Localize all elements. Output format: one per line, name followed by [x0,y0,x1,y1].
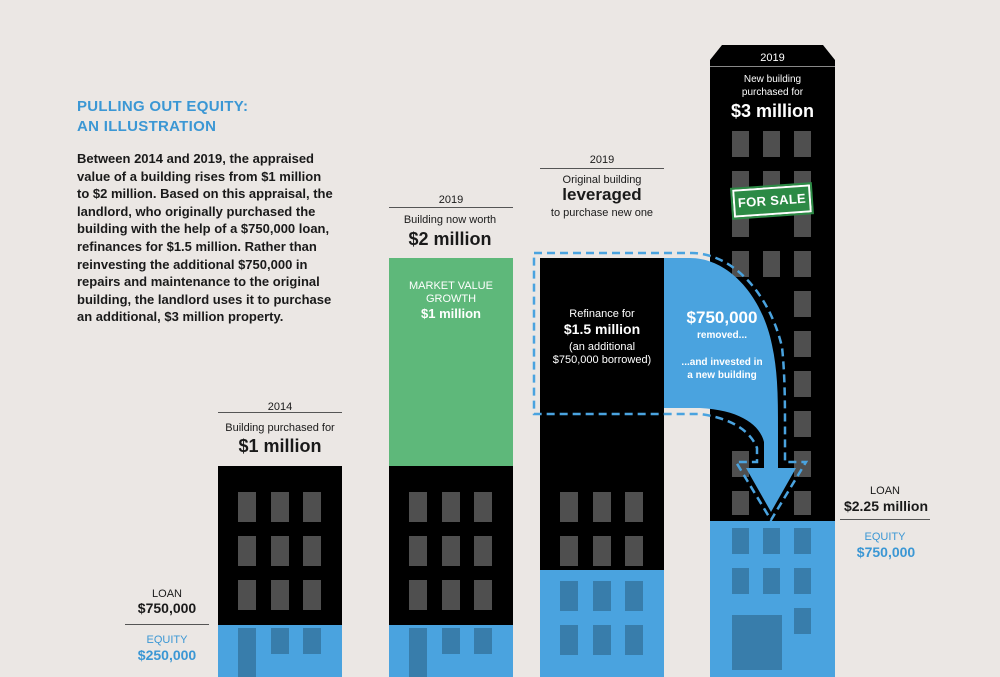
b1-loan-label: LOAN [152,588,182,600]
intro-title-line-2: AN ILLUSTRATION [77,118,217,135]
equity-transfer-arrow [532,251,809,523]
b3-year: 2019 [589,154,615,166]
b4-caption-2: purchased for [741,87,804,98]
b1-value: $1 million [238,436,322,456]
b3-refi-note-1: (an additional [568,341,636,353]
transfer-amount: $750,000 [686,308,758,327]
b1-loan-value: $750,000 [137,600,197,616]
b4-year: 2019 [760,52,785,64]
b1-equity-label: EQUITY [146,634,188,646]
b2-caption: Building now worth [403,214,497,226]
transfer-invested-2: a new building [687,370,757,381]
building-2019-appraised [389,258,513,677]
b1-equity-value: $250,000 [137,647,197,663]
b1-year: 2014 [267,401,293,413]
b4-value: $3 million [730,101,815,121]
b2-growth-label-1: MARKET VALUE [409,280,493,292]
b4-caption-1: New building [743,74,802,85]
transfer-invested-1: ...and invested in [681,357,763,368]
for-sale-stamp: FOR SALE [730,181,814,221]
b4-equity-value: $750,000 [856,544,916,560]
building-2019-leveraged [540,258,664,677]
b3-refi-note-2: $750,000 borrowed) [552,354,652,366]
b3-caption-2: to purchase new one [550,207,654,219]
b3-refi-label: Refinance for [569,308,635,320]
intro-title: PULLING OUT EQUITY: AN ILLUSTRATION [77,97,377,137]
b4-equity-label: EQUITY [864,531,906,543]
market-growth-block [389,258,513,468]
b2-growth-label-2: GROWTH [425,293,477,305]
building-2014 [218,466,342,677]
b2-year: 2019 [438,194,464,206]
b4-loan-label: LOAN [870,485,900,497]
transfer-removed: removed... [696,330,748,341]
intro-body: Between 2014 and 2019, the appraised val… [77,151,333,325]
b3-caption-big: leveraged [562,185,642,204]
b3-caption-1: Original building [562,174,642,186]
b4-loan-value: $2.25 million [843,498,929,514]
intro-title-line-1: PULLING OUT EQUITY: [77,98,249,115]
b1-caption: Building purchased for [225,422,335,434]
b2-value: $2 million [408,229,492,249]
b2-growth-value: $1 million [421,306,481,321]
building-2014-windows [238,492,321,610]
b3-refi-value: $1.5 million [563,321,641,337]
